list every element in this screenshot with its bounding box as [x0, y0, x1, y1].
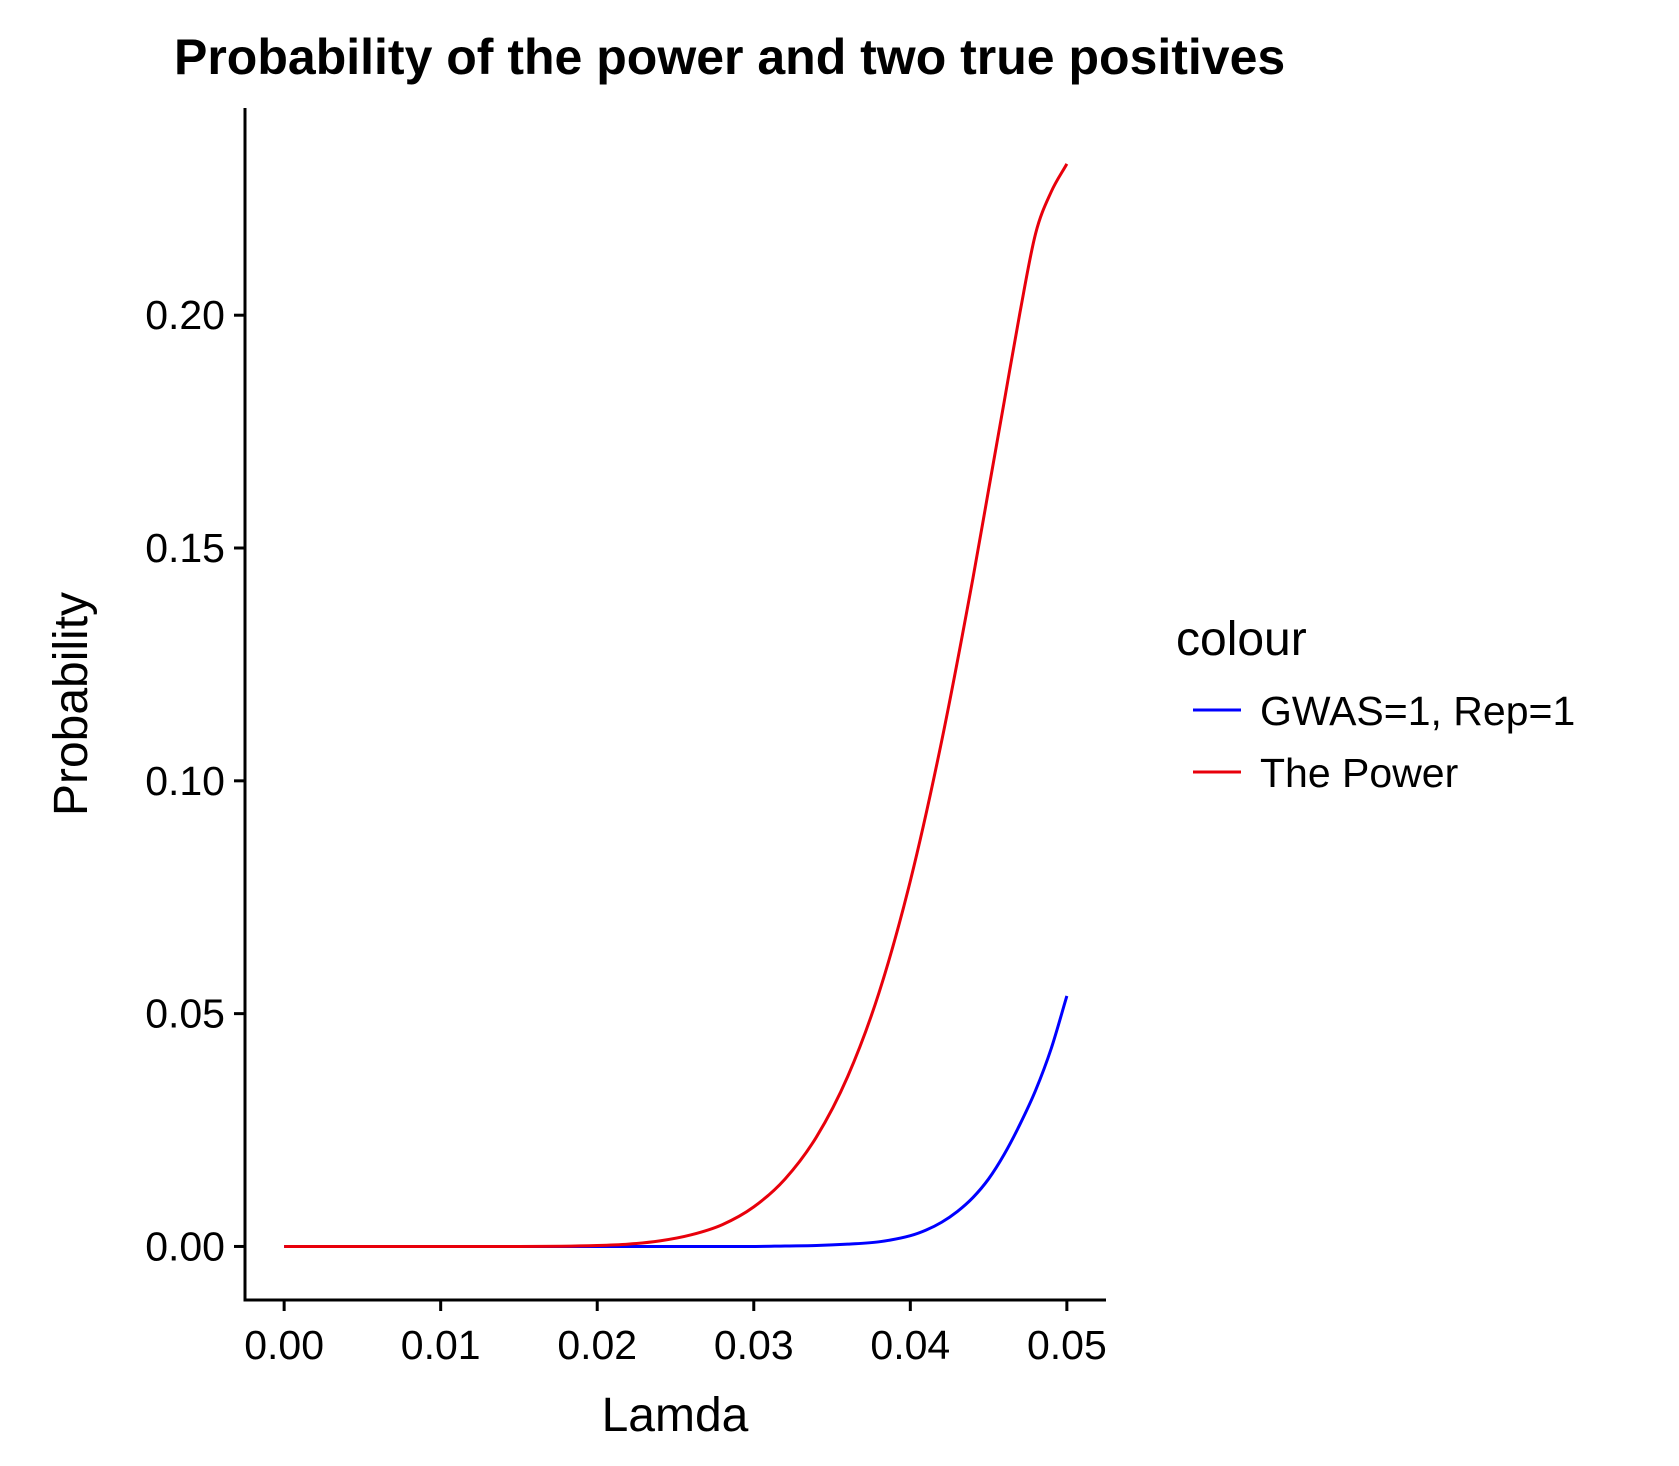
plot-area: 0.000.050.100.150.20 0.00 0.01 0.02 0.03 0.0…	[145, 108, 1107, 1368]
legend-items: GWAS=1, Rep=1 The Power	[1193, 688, 1575, 796]
series-lines	[284, 163, 1069, 1248]
series-line-power	[284, 163, 1069, 1248]
series-line-gwas	[284, 995, 1069, 1248]
y-axis-ticks: 0.00 0.05 0.10 0.15 0.20	[145, 292, 245, 1269]
x-tick-label: 0.03	[714, 1322, 794, 1368]
y-tick-label: 0.05	[145, 991, 225, 1037]
y-axis-title: Probability	[45, 592, 98, 816]
y-tick-label: 0.00	[145, 1223, 225, 1269]
x-axis-title: Lamda	[602, 1389, 749, 1442]
legend-label: GWAS=1, Rep=1	[1260, 688, 1575, 734]
x-tick-label: 0.04	[870, 1322, 950, 1368]
y-tick-label: 0.20	[145, 292, 225, 338]
legend-label: The Power	[1260, 750, 1458, 796]
x-tick-label: 0.00	[244, 1322, 324, 1368]
x-tick-label: 0.05	[1027, 1322, 1107, 1368]
y-tick-label: 0.10	[145, 758, 225, 804]
x-tick-label: 0.01	[401, 1322, 481, 1368]
x-tick-label: 0.02	[557, 1322, 637, 1368]
chart-title: Probability of the power and two true po…	[174, 29, 1285, 85]
x-axis-ticks: 0.00 0.01 0.02 0.03 0.04 0.05	[244, 1300, 1107, 1368]
legend: colour GWAS=1, Rep=1 The Power	[1176, 613, 1575, 796]
y-tick-label: 0.15	[145, 525, 225, 571]
legend-title: colour	[1176, 613, 1307, 666]
